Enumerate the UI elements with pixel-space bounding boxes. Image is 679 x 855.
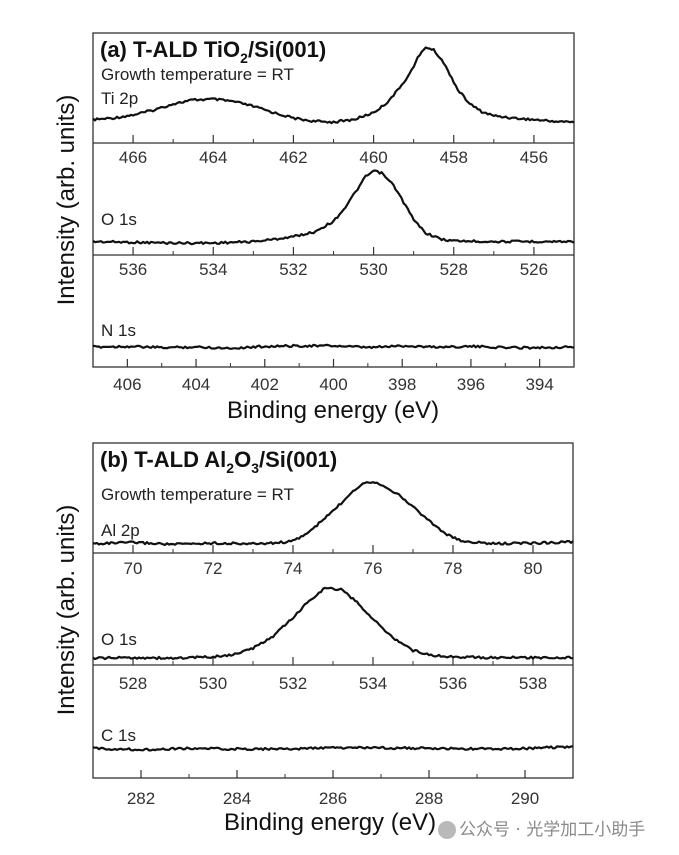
spectrum-line xyxy=(92,46,575,125)
tick-label: 460 xyxy=(359,148,387,167)
tick-label: 406 xyxy=(113,375,141,394)
panel-a-title: (a) T-ALD TiO2/Si(001) xyxy=(100,37,326,66)
tick-label: 530 xyxy=(359,260,387,279)
tick-label: 282 xyxy=(127,789,155,808)
panel-b-subtitle: Growth temperature = RT xyxy=(101,485,294,504)
tick-label: 528 xyxy=(119,674,147,693)
tick-label: 74 xyxy=(284,559,303,578)
tick-label: 466 xyxy=(119,148,147,167)
subplot-label-c-1s: C 1s xyxy=(101,726,136,745)
tick-label: 402 xyxy=(251,375,279,394)
subplot-label-o-1s-a: O 1s xyxy=(101,210,137,229)
tick-label: 70 xyxy=(124,559,143,578)
tick-label: 536 xyxy=(119,260,147,279)
tick-label: 538 xyxy=(519,674,547,693)
panel-a-xlabel: Binding energy (eV) xyxy=(227,397,439,424)
tick-label: 464 xyxy=(199,148,227,167)
tick-label: 394 xyxy=(525,375,553,394)
tick-label: 72 xyxy=(204,559,223,578)
tick-label: 286 xyxy=(319,789,347,808)
tick-label: 532 xyxy=(279,674,307,693)
subplot-label-o-1s-b: O 1s xyxy=(101,630,137,649)
tick-label: 398 xyxy=(388,375,416,394)
subplot-label-al-2p: Al 2p xyxy=(101,521,140,540)
spectrum-line xyxy=(92,481,574,547)
panel-a: (a) T-ALD TiO2/Si(001) Growth temperatur… xyxy=(53,32,575,424)
panel-b-ylabel: Intensity (arb. units) xyxy=(53,505,80,716)
subplot-label-ti-2p: Ti 2p xyxy=(101,89,138,108)
tick-label: 400 xyxy=(319,375,347,394)
wechat-icon xyxy=(438,821,456,839)
tick-label: 532 xyxy=(279,260,307,279)
tick-label: 526 xyxy=(520,260,548,279)
tick-label: 462 xyxy=(279,148,307,167)
watermark: 公众号 · 光学加工小助手 xyxy=(438,815,645,840)
panel-a-subtitle: Growth temperature = RT xyxy=(101,65,294,84)
tick-label: 80 xyxy=(524,559,543,578)
tick-label: 396 xyxy=(457,375,485,394)
panel-b: (b) T-ALD Al2O3/Si(001) Growth temperatu… xyxy=(53,442,574,836)
spectrum-line xyxy=(92,169,575,246)
tick-label: 534 xyxy=(359,674,387,693)
spectrum-line xyxy=(92,586,574,661)
tick-label: 528 xyxy=(440,260,468,279)
spectrum-line xyxy=(92,745,574,752)
panel-a-ylabel: Intensity (arb. units) xyxy=(53,95,80,306)
tick-label: 76 xyxy=(364,559,383,578)
spectrum-line xyxy=(93,343,575,350)
tick-label: 456 xyxy=(520,148,548,167)
tick-label: 530 xyxy=(199,674,227,693)
subplot-label-n-1s: N 1s xyxy=(101,321,136,340)
panel-b-title: (b) T-ALD Al2O3/Si(001) xyxy=(100,447,337,476)
tick-label: 536 xyxy=(439,674,467,693)
tick-label: 534 xyxy=(199,260,227,279)
tick-label: 78 xyxy=(444,559,463,578)
watermark-text: 公众号 · 光学加工小助手 xyxy=(459,820,646,840)
tick-label: 284 xyxy=(223,789,251,808)
tick-label: 458 xyxy=(440,148,468,167)
tick-label: 290 xyxy=(511,789,539,808)
tick-label: 404 xyxy=(182,375,210,394)
tick-label: 288 xyxy=(415,789,443,808)
panel-b-xlabel: Binding energy (eV) xyxy=(224,809,436,836)
